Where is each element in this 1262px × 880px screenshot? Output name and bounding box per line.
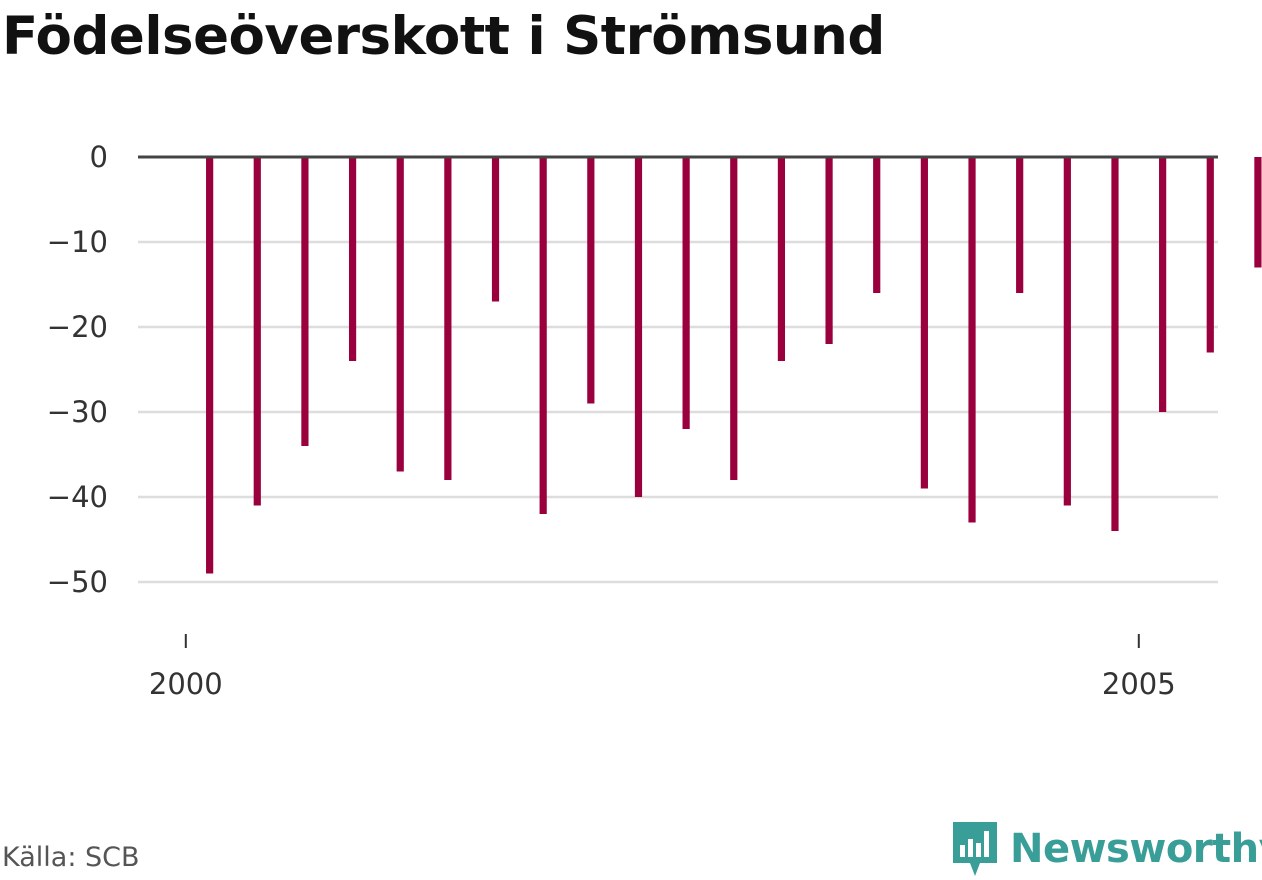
bar — [873, 157, 881, 293]
bar — [444, 157, 452, 480]
brand-name: Newsworthy — [1010, 826, 1262, 872]
bar — [1159, 157, 1167, 412]
brand-logo[interactable]: Newsworthy — [950, 818, 1262, 880]
bar — [730, 157, 738, 480]
bar — [682, 157, 690, 429]
bar — [396, 157, 404, 472]
bar — [1206, 157, 1214, 353]
x-tick-label: 2000 — [149, 667, 223, 701]
newsworthy-logo-icon — [953, 822, 997, 876]
source-note: Källa: SCB — [2, 842, 140, 873]
bar — [1016, 157, 1024, 293]
bar — [587, 157, 595, 404]
chart-title: Födelseöverskott i Strömsund — [2, 6, 885, 67]
bar — [825, 157, 833, 344]
x-tick-label: 2005 — [1102, 667, 1176, 701]
y-tick-label: −30 — [47, 395, 108, 429]
bar — [301, 157, 309, 446]
bar — [920, 157, 928, 489]
gridlines — [138, 240, 1218, 584]
y-tick-label: −40 — [47, 480, 108, 514]
bar — [539, 157, 547, 514]
bar — [348, 157, 357, 361]
x-axis: 200020052010201520202025 — [149, 634, 1176, 701]
bar — [777, 157, 786, 361]
y-tick-label: −10 — [47, 225, 108, 259]
y-tick-label: 0 — [90, 140, 108, 174]
y-tick-label: −50 — [47, 565, 108, 599]
bar — [491, 157, 500, 302]
bars — [206, 157, 1262, 574]
bar — [253, 157, 261, 506]
bar — [634, 157, 643, 497]
bar — [206, 157, 214, 574]
bar-chart: 0−10−20−30−40−50 20002005201020152020202… — [47, 140, 1262, 701]
bar — [1063, 157, 1071, 506]
y-axis-labels: 0 −10 −20 −30 −40 −50 — [47, 140, 108, 599]
y-tick-label: −20 — [47, 310, 108, 344]
bar — [1254, 157, 1262, 268]
bar — [1111, 157, 1119, 531]
bar — [968, 157, 976, 523]
